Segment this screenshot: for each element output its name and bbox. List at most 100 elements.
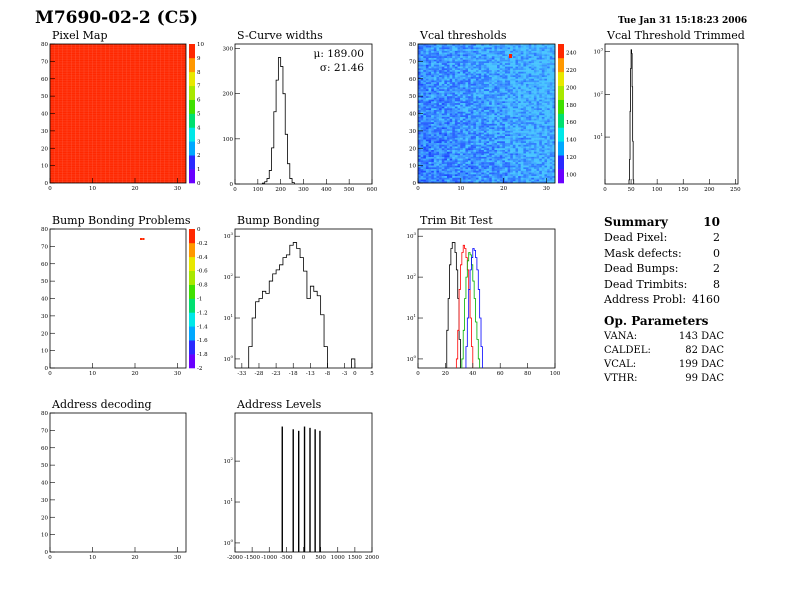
threshold-cell <box>510 110 514 112</box>
threshold-cell <box>481 78 485 81</box>
threshold-cell <box>528 115 532 118</box>
threshold-cell <box>423 63 427 66</box>
threshold-cell <box>531 134 535 137</box>
threshold-cell <box>418 89 421 92</box>
threshold-cell <box>499 174 503 177</box>
threshold-cell <box>465 70 469 72</box>
threshold-cell <box>439 89 442 92</box>
threshold-cell <box>520 110 524 112</box>
threshold-cell <box>465 118 469 121</box>
threshold-cell <box>420 90 424 93</box>
threshold-cell <box>423 177 427 180</box>
threshold-cell <box>528 83 532 86</box>
threshold-cell <box>475 170 479 173</box>
threshold-cell <box>502 90 506 93</box>
threshold-cell <box>423 80 427 83</box>
threshold-cell <box>523 169 527 172</box>
threshold-cell <box>491 44 495 46</box>
threshold-cell <box>504 61 508 64</box>
threshold-cell <box>428 75 432 78</box>
threshold-cell <box>491 148 495 151</box>
threshold-cell <box>547 158 550 161</box>
threshold-cell <box>431 125 435 128</box>
threshold-cell <box>536 136 540 139</box>
threshold-cell <box>528 108 532 111</box>
threshold-cell <box>499 132 503 135</box>
threshold-cell <box>491 101 495 104</box>
threshold-cell <box>441 73 445 76</box>
threshold-cell <box>494 118 498 121</box>
threshold-cell <box>502 104 506 107</box>
palette-label: 120 <box>566 155 577 161</box>
threshold-cell <box>439 64 442 67</box>
threshold-cell <box>518 45 521 48</box>
threshold-cell <box>483 97 487 100</box>
threshold-cell <box>552 155 556 158</box>
threshold-cell <box>489 179 492 182</box>
threshold-cell <box>449 155 453 158</box>
threshold-cell <box>449 75 453 78</box>
threshold-cell <box>423 139 427 142</box>
threshold-cell <box>528 54 532 57</box>
threshold-cell <box>460 99 463 102</box>
threshold-cell <box>497 177 500 180</box>
threshold-cell <box>544 136 548 139</box>
op-param-row: CALDEL: 82 DAC <box>604 344 724 358</box>
threshold-cell <box>502 122 506 125</box>
threshold-cell <box>523 115 527 118</box>
threshold-cell <box>536 56 540 59</box>
x-tick-label: 500 <box>315 555 326 561</box>
threshold-cell <box>531 63 535 66</box>
palette-swatch <box>558 141 564 156</box>
threshold-cell <box>418 122 421 125</box>
threshold-cell <box>449 177 453 180</box>
threshold-cell <box>497 78 500 81</box>
threshold-cell <box>515 92 519 95</box>
threshold-cell <box>494 61 498 64</box>
threshold-cell <box>502 176 506 178</box>
threshold-cell <box>547 174 550 177</box>
threshold-cell <box>515 89 519 92</box>
threshold-cell <box>446 172 450 175</box>
threshold-cell <box>439 162 442 165</box>
threshold-cell <box>436 110 440 112</box>
threshold-cell <box>512 82 516 85</box>
threshold-cell <box>507 59 511 62</box>
threshold-cell <box>539 120 543 123</box>
threshold-cell <box>452 113 456 116</box>
threshold-cell <box>539 94 543 97</box>
threshold-cell <box>486 78 490 81</box>
threshold-cell <box>425 132 429 135</box>
threshold-cell <box>481 143 485 145</box>
palette-label: 7 <box>197 84 201 90</box>
threshold-cell <box>444 149 448 152</box>
threshold-cell <box>536 85 540 88</box>
threshold-cell <box>431 61 435 64</box>
threshold-cell <box>454 77 458 79</box>
x-tick-label: -3 <box>342 371 348 377</box>
threshold-cell <box>520 45 524 48</box>
threshold-cell <box>483 116 487 119</box>
threshold-cell <box>544 103 548 106</box>
threshold-cell <box>423 106 427 109</box>
threshold-cell <box>457 158 461 161</box>
threshold-cell <box>541 165 545 168</box>
threshold-cell <box>470 59 474 62</box>
threshold-cell <box>552 148 556 151</box>
y-tick-exponent: 2 <box>413 272 416 277</box>
threshold-cell <box>483 66 487 69</box>
threshold-cell <box>441 111 445 114</box>
threshold-cell <box>533 45 537 48</box>
threshold-cell <box>499 96 503 99</box>
threshold-cell <box>526 165 529 168</box>
threshold-cell <box>512 52 516 55</box>
threshold-cell <box>470 49 474 52</box>
threshold-cell <box>486 96 490 99</box>
threshold-cell <box>486 104 490 107</box>
threshold-cell <box>486 90 490 93</box>
threshold-cell <box>533 163 537 166</box>
threshold-cell <box>444 125 448 128</box>
threshold-cell <box>444 129 448 132</box>
threshold-cell <box>486 170 490 173</box>
threshold-cell <box>547 110 550 112</box>
